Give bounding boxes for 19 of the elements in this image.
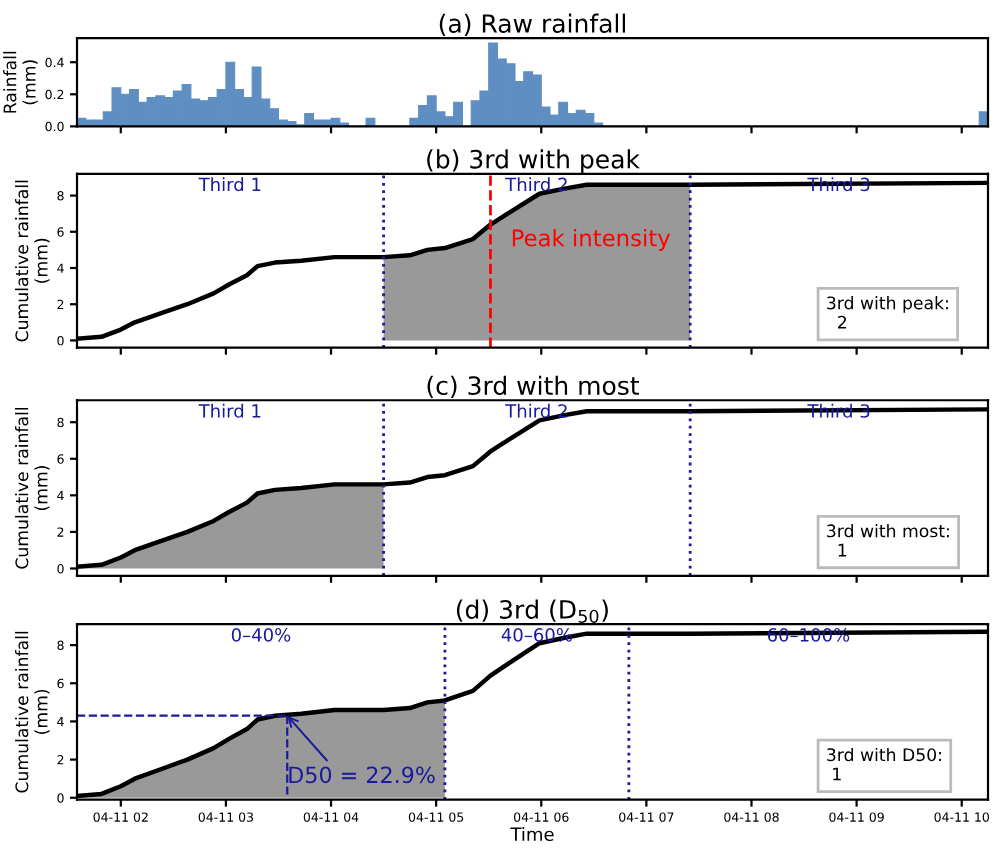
annotation: 40–60% xyxy=(501,628,572,642)
chart-title: (b) 3rd with peak xyxy=(427,149,640,174)
annotation: 3rd with D50: 1 xyxy=(827,747,941,781)
annotation: Third 1 xyxy=(198,177,261,192)
annotation: Third 3 xyxy=(807,177,870,192)
y-axis-title: Cumulative rainfall (mm) xyxy=(15,407,50,569)
annotation: 3rd with peak: 2 xyxy=(827,296,948,329)
x-axis-title: Time xyxy=(510,827,554,842)
ref-line-label: Peak intensity xyxy=(512,228,671,251)
chart-title: (d) 3rd (D$_{50}$) xyxy=(456,599,608,623)
annotation: Third 1 xyxy=(198,403,261,418)
y-axis-title: Cumulative rainfall (mm) xyxy=(15,180,50,342)
annotation: 3rd with most: 1 xyxy=(827,524,949,557)
annotation: D50 = 22.9% xyxy=(289,766,435,784)
annotation: 0–40% xyxy=(231,628,291,642)
chart-title: (c) 3rd with most xyxy=(427,375,640,398)
y-axis-title: Rainfall (mm) xyxy=(3,51,38,113)
chart-title: (a) Raw rainfall xyxy=(439,13,626,36)
y-axis-title: Cumulative rainfall (mm) xyxy=(15,631,50,793)
